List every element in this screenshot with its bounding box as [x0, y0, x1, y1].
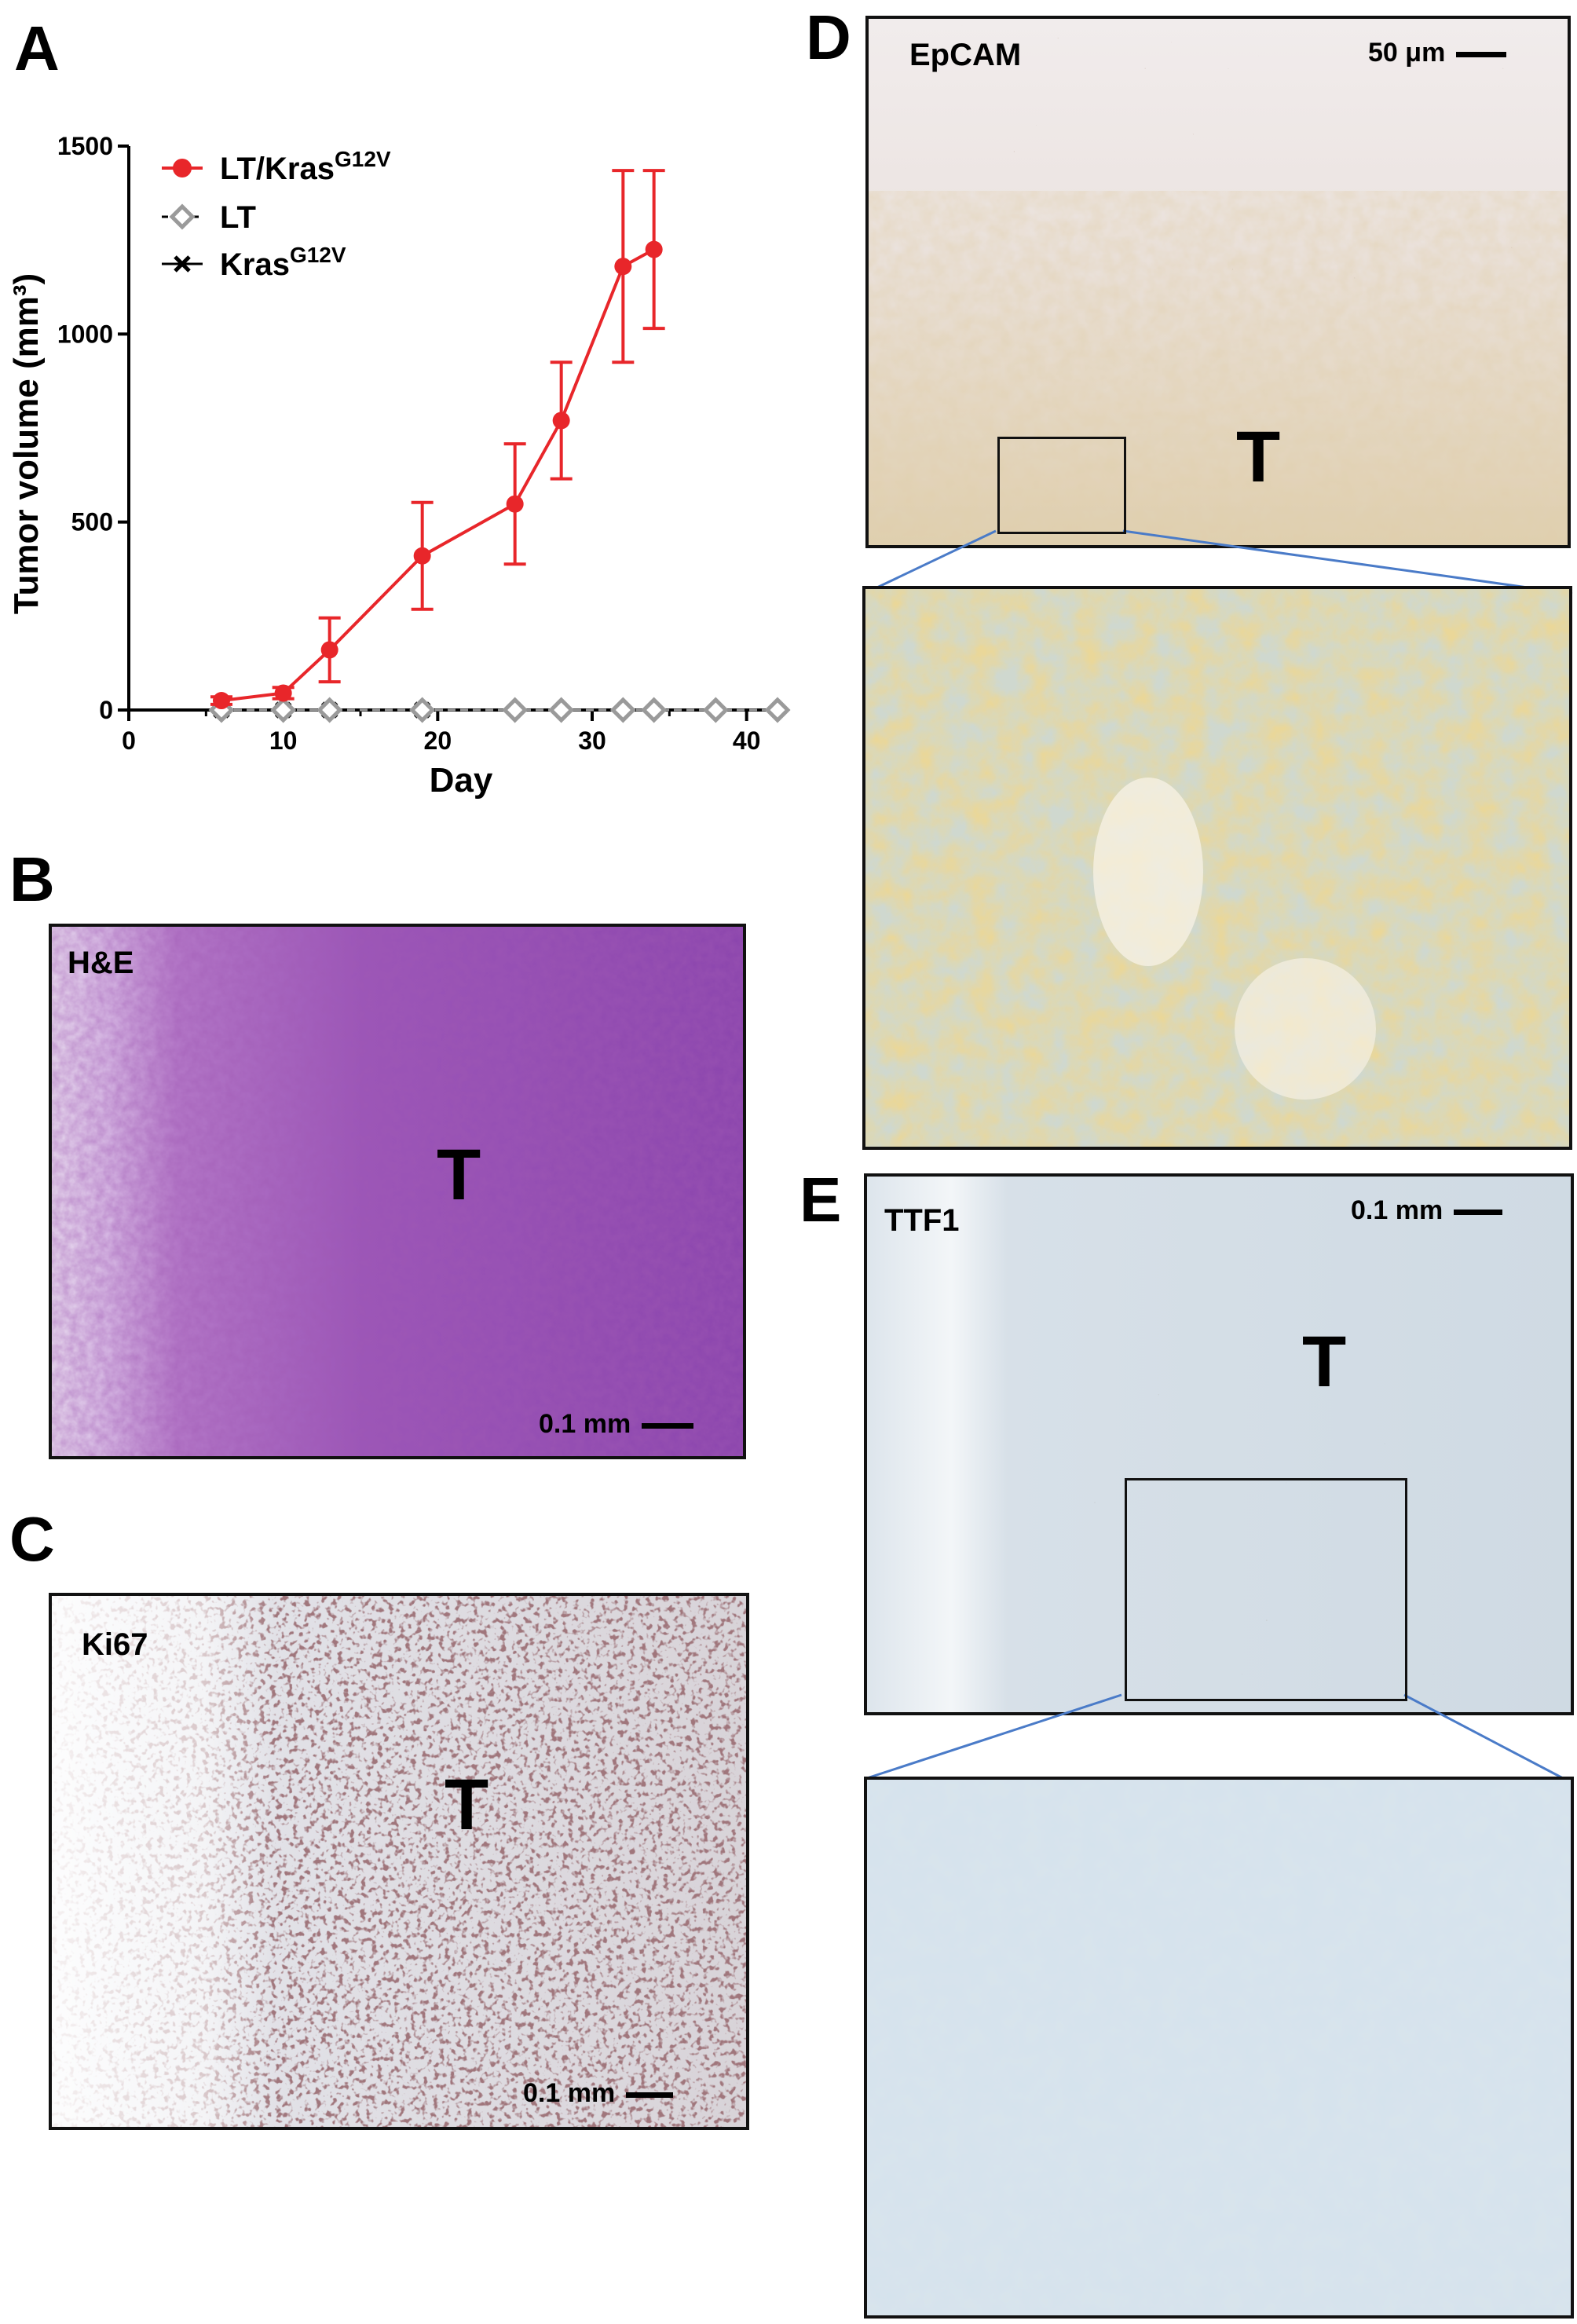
data-point-lt-kras	[274, 684, 292, 702]
legend-item-1: LT	[162, 200, 256, 235]
legend-label: KrasG12V	[220, 243, 346, 282]
ki67-scale-bar: 0.1 mm	[523, 2078, 674, 2108]
x-tick-label: 10	[269, 726, 298, 755]
data-point-lt-kras	[552, 412, 570, 430]
he-scale-text: 0.1 mm	[539, 1409, 631, 1439]
data-point-lt-kras	[645, 240, 663, 258]
x-tick-label: 40	[733, 726, 761, 755]
epcam-scale-text: 50 μm	[1368, 38, 1446, 68]
data-point-lt	[609, 697, 636, 723]
data-point-lt	[316, 697, 343, 723]
data-point-lt	[702, 697, 729, 723]
legend-marker	[169, 203, 196, 230]
ttf1-micrograph: TTF1 0.1 mm T	[864, 1173, 1574, 1715]
panel-letter-b: B	[9, 844, 55, 914]
legend-label: LT	[220, 200, 256, 235]
epcam-zoom-image	[865, 589, 1569, 1147]
epcam-zoom-connector	[863, 529, 1573, 595]
legend-label-superscript: G12V	[290, 243, 346, 267]
y-tick-label: 1000	[57, 320, 113, 348]
data-point-lt	[641, 697, 668, 723]
epcam-stain-label: EpCAM	[909, 38, 1022, 72]
y-tick-label: 500	[71, 508, 113, 536]
ki67-scale-text: 0.1 mm	[523, 2078, 616, 2108]
data-point-lt	[502, 697, 529, 723]
legend-item-0: LT/KrasG12V	[162, 147, 391, 186]
ttf1-scale-bar: 0.1 mm	[1351, 1195, 1503, 1225]
epcam-micrograph: EpCAM 50 μm T	[865, 16, 1571, 548]
he-scale-bar: 0.1 mm	[539, 1409, 694, 1439]
legend-marker	[174, 255, 191, 273]
ttf1-scale-text: 0.1 mm	[1351, 1195, 1443, 1225]
data-point-lt	[409, 697, 436, 723]
data-point-lt-kras	[614, 258, 632, 276]
he-tissue-image	[52, 927, 743, 1456]
data-point-lt	[270, 697, 297, 723]
series-0	[210, 169, 665, 710]
ttf1-tumor-label: T	[1302, 1322, 1347, 1402]
legend-item-2: KrasG12V	[162, 243, 346, 282]
ki67-tissue-image	[52, 1596, 746, 2127]
ttf1-tissue-image	[867, 1177, 1571, 1712]
data-point-lt-kras	[413, 547, 431, 565]
ttf1-stain-label: TTF1	[884, 1203, 960, 1238]
panel-letter-d: D	[806, 2, 851, 72]
series-line-lt-kras	[221, 247, 655, 703]
x-tick-label: 30	[578, 726, 606, 755]
data-point-lt	[548, 697, 575, 723]
data-point-lt-kras	[506, 495, 524, 513]
y-tick-label: 1500	[57, 132, 113, 160]
ttf1-zoom-region	[1125, 1478, 1407, 1701]
ki67-stain-label: Ki67	[82, 1627, 148, 1662]
ttf1-zoom-connector	[866, 1693, 1564, 1780]
panel-letter-a: A	[14, 13, 60, 83]
he-stain-label: H&E	[68, 946, 134, 980]
x-axis-label: Day	[430, 761, 493, 800]
panel-letter-c: C	[9, 1504, 55, 1574]
series-1	[208, 697, 791, 723]
x-tick-label: 20	[424, 726, 452, 755]
x-tick-label: 0	[122, 726, 136, 755]
epcam-scale-bar: 50 μm	[1368, 38, 1507, 68]
tumor-volume-chart: 0 500 1000 1500 0 10 20 30 40 Day Tumor volume (mm…	[7, 132, 791, 800]
data-point-lt-kras	[320, 641, 338, 659]
legend-label-superscript: G12V	[335, 147, 391, 171]
epcam-zoom-region	[997, 437, 1126, 534]
legend-label: LT/KrasG12V	[220, 147, 391, 186]
legend-marker	[173, 159, 192, 178]
data-point-lt-kras	[213, 692, 230, 710]
y-axis-label: Tumor volume (mm³)	[7, 273, 46, 614]
epcam-tumor-label: T	[1236, 417, 1281, 497]
epcam-zoom-micrograph	[862, 586, 1572, 1150]
data-point-lt	[764, 697, 791, 723]
ttf1-zoom-image	[867, 1780, 1571, 2315]
y-tick-label: 0	[99, 696, 113, 724]
he-tumor-label: T	[437, 1135, 481, 1215]
he-micrograph: H&E T 0.1 mm	[49, 924, 746, 1459]
panel-letter-e: E	[799, 1165, 842, 1235]
ki67-tumor-label: T	[445, 1765, 489, 1845]
ki67-micrograph: Ki67 T 0.1 mm	[49, 1593, 749, 2130]
ttf1-zoom-micrograph	[864, 1777, 1574, 2319]
epcam-tissue-image	[869, 19, 1568, 545]
